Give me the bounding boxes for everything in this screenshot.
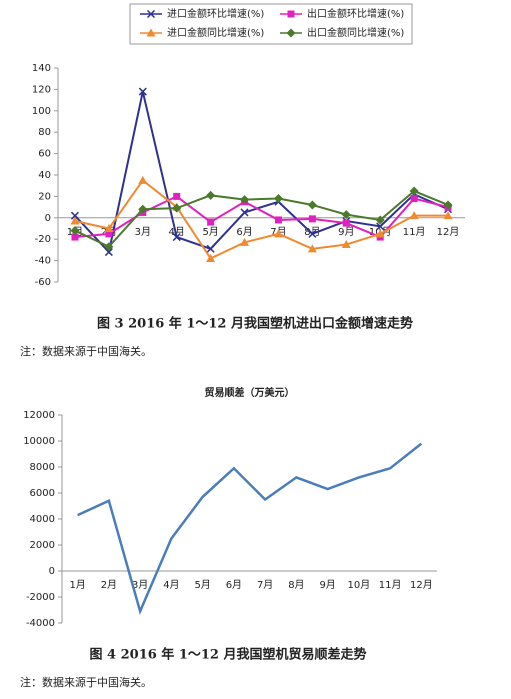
caption: 图 4 2016 年 1～12 月我国塑机贸易顺差走势 bbox=[90, 647, 367, 663]
x-tick-label: 9月 bbox=[319, 579, 335, 591]
marker bbox=[138, 204, 148, 214]
y-tick-label: -2000 bbox=[26, 592, 55, 603]
marker bbox=[273, 229, 283, 238]
data-line bbox=[74, 195, 449, 239]
x-tick-label: 1月 bbox=[69, 579, 85, 591]
marker bbox=[172, 203, 182, 213]
marker bbox=[375, 215, 385, 225]
legend-label: 出口金额环比增速(%) bbox=[307, 7, 404, 20]
x-tick-label: 4月 bbox=[169, 226, 185, 238]
marker bbox=[409, 186, 419, 196]
marker bbox=[273, 194, 283, 204]
note: 注：数据来源于中国海关。 bbox=[20, 344, 152, 358]
y-tick-label: 6000 bbox=[30, 488, 55, 499]
marker bbox=[70, 211, 79, 220]
marker bbox=[104, 248, 113, 257]
y-tick-label: 80 bbox=[38, 127, 51, 138]
data-line bbox=[74, 189, 449, 248]
marker bbox=[172, 233, 181, 242]
marker bbox=[308, 215, 316, 223]
y-tick-label: 0 bbox=[45, 213, 51, 224]
legend-box bbox=[129, 3, 413, 45]
marker bbox=[70, 216, 80, 225]
x-tick-label: 4月 bbox=[163, 579, 179, 591]
marker bbox=[307, 200, 317, 210]
x-tick-label: 5月 bbox=[202, 226, 218, 238]
y-tick-label: 140 bbox=[32, 63, 51, 74]
marker bbox=[240, 208, 249, 217]
marker bbox=[104, 224, 114, 232]
x-tick-label: 7月 bbox=[257, 579, 273, 591]
caption: 图 3 2016 年 1～12 月我国塑机进出口金额增速走势 bbox=[97, 316, 413, 332]
y-tick-label: -60 bbox=[35, 277, 51, 288]
marker bbox=[375, 229, 385, 238]
y-tick-label: -20 bbox=[35, 234, 51, 245]
legend-label: 出口金额同比增速(%) bbox=[307, 26, 404, 39]
marker bbox=[409, 211, 419, 220]
y-tick-label: 0 bbox=[49, 566, 55, 577]
x-tick-label: 11月 bbox=[379, 579, 402, 591]
legend-label: 进口金额同比增速(%) bbox=[167, 26, 264, 39]
marker bbox=[287, 10, 295, 18]
marker bbox=[138, 175, 148, 184]
y-tick-label: 12000 bbox=[23, 410, 55, 421]
x-tick-label: 6月 bbox=[226, 579, 242, 591]
marker bbox=[274, 216, 282, 224]
marker bbox=[376, 222, 385, 231]
marker bbox=[206, 253, 216, 262]
note: 注：数据来源于中国海关。 bbox=[20, 675, 152, 689]
x-tick-label: 10月 bbox=[348, 579, 371, 591]
x-tick-label: 6月 bbox=[236, 226, 252, 238]
y-tick-label: 8000 bbox=[30, 462, 55, 473]
marker bbox=[146, 28, 156, 37]
y-tick-label: 40 bbox=[38, 170, 51, 181]
marker bbox=[206, 244, 215, 253]
marker bbox=[286, 28, 296, 38]
x-tick-label: 5月 bbox=[194, 579, 210, 591]
x-tick-label: 2月 bbox=[101, 579, 117, 591]
x-tick-label: 3月 bbox=[132, 579, 148, 591]
marker bbox=[138, 87, 147, 96]
y-tick-label: 2000 bbox=[30, 540, 55, 551]
marker bbox=[240, 195, 250, 205]
marker bbox=[341, 240, 351, 249]
data-line bbox=[77, 442, 423, 616]
marker bbox=[443, 211, 453, 220]
marker bbox=[71, 233, 79, 241]
y-tick-label: 20 bbox=[38, 191, 51, 202]
marker bbox=[342, 219, 350, 227]
chart-title: 贸易顺差（万美元） bbox=[205, 386, 295, 399]
y-tick-label: 100 bbox=[32, 106, 51, 117]
marker bbox=[206, 190, 216, 200]
x-tick-label: 12月 bbox=[410, 579, 433, 591]
x-tick-label: 9月 bbox=[338, 226, 354, 238]
marker bbox=[207, 218, 215, 226]
y-tick-label: 120 bbox=[32, 84, 51, 95]
marker bbox=[307, 244, 317, 253]
marker bbox=[105, 230, 113, 238]
data-line bbox=[74, 178, 449, 260]
x-tick-label: 11月 bbox=[403, 226, 426, 238]
marker bbox=[104, 242, 114, 252]
marker bbox=[146, 9, 156, 19]
legend-label: 进口金额环比增速(%) bbox=[167, 7, 264, 20]
marker bbox=[341, 210, 351, 220]
y-tick-label: -4000 bbox=[26, 618, 55, 629]
x-tick-label: 3月 bbox=[135, 226, 151, 238]
x-tick-label: 12月 bbox=[437, 226, 460, 238]
x-tick-label: 8月 bbox=[288, 579, 304, 591]
marker bbox=[70, 226, 80, 236]
y-tick-label: 10000 bbox=[23, 436, 55, 447]
y-tick-label: 4000 bbox=[30, 514, 55, 525]
y-tick-label: 60 bbox=[38, 149, 51, 160]
marker bbox=[240, 237, 250, 246]
marker bbox=[173, 192, 181, 200]
data-line bbox=[74, 91, 449, 255]
marker bbox=[443, 200, 453, 210]
marker bbox=[308, 229, 317, 238]
marker bbox=[410, 195, 418, 203]
y-tick-label: -40 bbox=[35, 256, 51, 267]
